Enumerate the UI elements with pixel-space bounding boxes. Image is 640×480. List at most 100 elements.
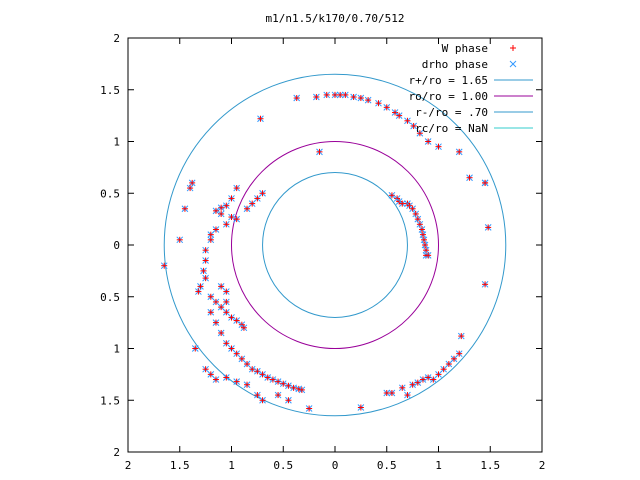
legend-label: W phase — [442, 42, 488, 55]
w-phase-point — [233, 350, 240, 357]
w-phase-point — [430, 376, 437, 383]
w-phase-point — [285, 382, 292, 389]
w-phase-point — [197, 283, 204, 290]
w-phase-point — [207, 309, 214, 316]
w-phase-point — [161, 262, 168, 269]
legend-label: r-/ro = .70 — [415, 106, 488, 119]
w-phase-point — [485, 224, 492, 231]
w-phase-point — [223, 298, 230, 305]
x-tick-label: 0 — [332, 459, 339, 472]
w-phase-point — [207, 231, 214, 238]
y-tick-label: 0.5 — [100, 187, 120, 200]
w-phase-point — [218, 304, 225, 311]
legend-cross-marker — [509, 60, 517, 68]
w-phase-point — [416, 130, 423, 137]
w-phase-point — [406, 202, 413, 209]
w-phase-point — [419, 231, 426, 238]
legend-label: rc/ro = NaN — [415, 122, 488, 135]
x-tick-label: 1 — [228, 459, 235, 472]
legend: W phase drho phase r+/ro = 1.65 ro/ro = 1.0… — [409, 42, 533, 135]
w-phase-point — [440, 366, 447, 373]
w-phase-point — [404, 392, 411, 399]
w-phase-point — [257, 115, 264, 122]
w-phase-point — [425, 252, 432, 259]
w-phase-point — [456, 148, 463, 155]
w-phase-point — [414, 379, 421, 386]
w-phase-point — [223, 288, 230, 295]
legend-label: ro/ro = 1.00 — [409, 90, 488, 103]
y-tick-label: 1 — [113, 136, 120, 149]
w-phase-point — [228, 214, 235, 221]
w-phase-point — [233, 216, 240, 223]
w-phase-point — [218, 329, 225, 336]
w-phase-point — [207, 236, 214, 243]
w-phase-point — [458, 333, 465, 340]
w-phase-point — [200, 267, 207, 274]
w-phase-point — [189, 179, 196, 186]
w-phase-point — [192, 345, 199, 352]
w-phase-point — [181, 205, 188, 212]
w-phase-point — [223, 340, 230, 347]
w-phase-point — [212, 226, 219, 233]
x-tick-label: 1.5 — [170, 459, 190, 472]
plot-axes: 2 1.5 1 0.5 0 0.5 1 1.5 221.510.500.511.52 — [100, 32, 545, 472]
reference-circle — [163, 73, 507, 417]
w-phase-point — [383, 104, 390, 111]
w-phase-point — [425, 374, 432, 381]
y-tick-label: 1 — [113, 343, 120, 356]
w-phase-point — [414, 216, 421, 223]
w-phase-point — [218, 283, 225, 290]
w-phase-point — [202, 247, 209, 254]
w-phase-point — [399, 200, 406, 207]
w-phase-point — [212, 376, 219, 383]
w-phase-point — [394, 195, 401, 202]
y-tick-label: 0.5 — [100, 291, 120, 304]
w-phase-point — [218, 204, 225, 211]
w-phase-point — [423, 247, 430, 254]
w-phase-point — [323, 91, 330, 98]
w-phase-point — [445, 361, 452, 368]
w-phase-point — [313, 93, 320, 100]
w-phase-point — [249, 200, 256, 207]
w-phase-point — [254, 368, 261, 375]
w-phase-point — [228, 195, 235, 202]
w-phase-point — [249, 366, 256, 373]
w-phase-point — [466, 174, 473, 181]
w-phase-point — [298, 386, 305, 393]
w-phase-point — [176, 236, 183, 243]
w-phase-point — [285, 397, 292, 404]
legend-label: drho phase — [422, 58, 488, 71]
y-tick-label: 1.5 — [100, 394, 120, 407]
y-tick-label: 2 — [113, 32, 120, 45]
w-phase-point — [228, 314, 235, 321]
w-phase-point — [383, 390, 390, 397]
w-phase-point — [233, 378, 240, 385]
reference-circle — [262, 172, 408, 318]
w-phase-point — [238, 321, 245, 328]
w-phase-point — [228, 345, 235, 352]
w-phase-point — [357, 95, 364, 102]
w-phase-point — [293, 95, 300, 102]
data-points — [160, 91, 492, 412]
w-phase-point — [409, 205, 416, 212]
w-phase-point — [396, 198, 403, 205]
w-phase-point — [419, 376, 426, 383]
w-phase-point — [212, 298, 219, 305]
w-phase-point — [195, 288, 202, 295]
w-phase-point — [416, 221, 423, 228]
w-phase-point — [212, 319, 219, 326]
w-phase-point — [435, 371, 442, 378]
reference-circles — [163, 73, 507, 417]
w-phase-point — [365, 97, 372, 104]
w-phase-point — [275, 392, 282, 399]
w-phase-point — [223, 221, 230, 228]
w-phase-point — [290, 384, 297, 391]
w-phase-point — [280, 380, 287, 387]
y-tick-label: 1.5 — [100, 84, 120, 97]
w-phase-point — [425, 138, 432, 145]
w-phase-point — [244, 381, 251, 388]
w-phase-point — [269, 376, 276, 383]
w-phase-point — [388, 192, 395, 199]
w-phase-point — [233, 185, 240, 192]
